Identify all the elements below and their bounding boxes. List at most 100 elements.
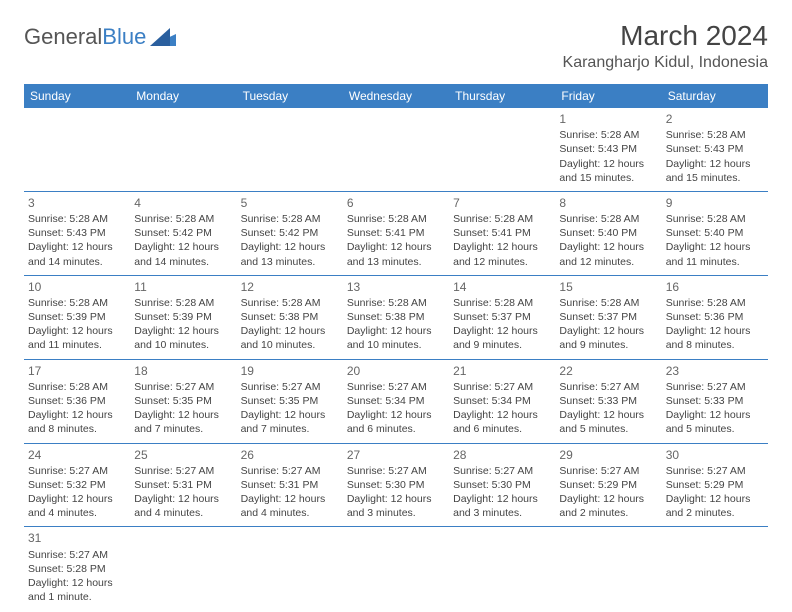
calendar-day-cell: 22Sunrise: 5:27 AMSunset: 5:33 PMDayligh… xyxy=(555,359,661,443)
calendar-day-cell: 15Sunrise: 5:28 AMSunset: 5:37 PMDayligh… xyxy=(555,275,661,359)
logo-text-b: Blue xyxy=(102,24,146,50)
sunrise-text: Sunrise: 5:28 AM xyxy=(666,128,764,142)
day-number: 14 xyxy=(453,279,551,295)
logo-flag-icon xyxy=(150,28,176,46)
daylight-text: and 3 minutes. xyxy=(453,506,551,520)
sunrise-text: Sunrise: 5:27 AM xyxy=(453,380,551,394)
sunrise-text: Sunrise: 5:27 AM xyxy=(28,464,126,478)
daylight-text: and 15 minutes. xyxy=(559,171,657,185)
sunset-text: Sunset: 5:40 PM xyxy=(666,226,764,240)
sunrise-text: Sunrise: 5:27 AM xyxy=(241,380,339,394)
calendar-day-cell: 24Sunrise: 5:27 AMSunset: 5:32 PMDayligh… xyxy=(24,443,130,527)
daylight-text: and 6 minutes. xyxy=(347,422,445,436)
sunrise-text: Sunrise: 5:28 AM xyxy=(559,296,657,310)
sunset-text: Sunset: 5:43 PM xyxy=(559,142,657,156)
sunrise-text: Sunrise: 5:27 AM xyxy=(347,380,445,394)
sunrise-text: Sunrise: 5:27 AM xyxy=(559,380,657,394)
calendar-empty-cell xyxy=(343,527,449,610)
daylight-text: Daylight: 12 hours xyxy=(134,408,232,422)
daylight-text: Daylight: 12 hours xyxy=(28,576,126,590)
sunset-text: Sunset: 5:31 PM xyxy=(134,478,232,492)
sunrise-text: Sunrise: 5:28 AM xyxy=(347,296,445,310)
calendar-day-cell: 9Sunrise: 5:28 AMSunset: 5:40 PMDaylight… xyxy=(662,191,768,275)
sunset-text: Sunset: 5:29 PM xyxy=(559,478,657,492)
calendar-day-cell: 29Sunrise: 5:27 AMSunset: 5:29 PMDayligh… xyxy=(555,443,661,527)
daylight-text: Daylight: 12 hours xyxy=(241,324,339,338)
sunrise-text: Sunrise: 5:28 AM xyxy=(241,296,339,310)
day-number: 9 xyxy=(666,195,764,211)
sunrise-text: Sunrise: 5:28 AM xyxy=(241,212,339,226)
sunrise-text: Sunrise: 5:27 AM xyxy=(453,464,551,478)
sunrise-text: Sunrise: 5:28 AM xyxy=(28,212,126,226)
sunrise-text: Sunrise: 5:28 AM xyxy=(666,296,764,310)
calendar-week-row: 3Sunrise: 5:28 AMSunset: 5:43 PMDaylight… xyxy=(24,191,768,275)
sunset-text: Sunset: 5:42 PM xyxy=(241,226,339,240)
day-number: 15 xyxy=(559,279,657,295)
daylight-text: and 4 minutes. xyxy=(28,506,126,520)
sunset-text: Sunset: 5:39 PM xyxy=(134,310,232,324)
day-number: 8 xyxy=(559,195,657,211)
sunrise-text: Sunrise: 5:27 AM xyxy=(241,464,339,478)
calendar-day-cell: 12Sunrise: 5:28 AMSunset: 5:38 PMDayligh… xyxy=(237,275,343,359)
title-block: March 2024 Karangharjo Kidul, Indonesia xyxy=(563,20,768,72)
daylight-text: and 3 minutes. xyxy=(347,506,445,520)
sunset-text: Sunset: 5:31 PM xyxy=(241,478,339,492)
calendar-body: 1Sunrise: 5:28 AMSunset: 5:43 PMDaylight… xyxy=(24,108,768,610)
daylight-text: Daylight: 12 hours xyxy=(453,492,551,506)
calendar-day-cell: 6Sunrise: 5:28 AMSunset: 5:41 PMDaylight… xyxy=(343,191,449,275)
weekday-header: Thursday xyxy=(449,84,555,108)
day-number: 25 xyxy=(134,447,232,463)
daylight-text: Daylight: 12 hours xyxy=(28,492,126,506)
day-number: 27 xyxy=(347,447,445,463)
daylight-text: and 9 minutes. xyxy=(453,338,551,352)
sunset-text: Sunset: 5:41 PM xyxy=(453,226,551,240)
day-number: 31 xyxy=(28,530,126,546)
sunrise-text: Sunrise: 5:28 AM xyxy=(134,212,232,226)
calendar-week-row: 17Sunrise: 5:28 AMSunset: 5:36 PMDayligh… xyxy=(24,359,768,443)
day-number: 1 xyxy=(559,111,657,127)
daylight-text: and 10 minutes. xyxy=(134,338,232,352)
sunrise-text: Sunrise: 5:27 AM xyxy=(559,464,657,478)
daylight-text: and 15 minutes. xyxy=(666,171,764,185)
daylight-text: Daylight: 12 hours xyxy=(453,408,551,422)
daylight-text: and 5 minutes. xyxy=(666,422,764,436)
calendar-day-cell: 8Sunrise: 5:28 AMSunset: 5:40 PMDaylight… xyxy=(555,191,661,275)
daylight-text: Daylight: 12 hours xyxy=(559,408,657,422)
day-number: 26 xyxy=(241,447,339,463)
sunset-text: Sunset: 5:36 PM xyxy=(28,394,126,408)
weekday-row: SundayMondayTuesdayWednesdayThursdayFrid… xyxy=(24,84,768,108)
calendar-day-cell: 7Sunrise: 5:28 AMSunset: 5:41 PMDaylight… xyxy=(449,191,555,275)
sunrise-text: Sunrise: 5:27 AM xyxy=(134,380,232,394)
sunset-text: Sunset: 5:39 PM xyxy=(28,310,126,324)
daylight-text: and 13 minutes. xyxy=(347,255,445,269)
sunrise-text: Sunrise: 5:28 AM xyxy=(559,128,657,142)
calendar-week-row: 24Sunrise: 5:27 AMSunset: 5:32 PMDayligh… xyxy=(24,443,768,527)
daylight-text: Daylight: 12 hours xyxy=(559,492,657,506)
sunset-text: Sunset: 5:32 PM xyxy=(28,478,126,492)
daylight-text: Daylight: 12 hours xyxy=(666,324,764,338)
sunset-text: Sunset: 5:42 PM xyxy=(134,226,232,240)
daylight-text: and 4 minutes. xyxy=(241,506,339,520)
daylight-text: Daylight: 12 hours xyxy=(241,492,339,506)
daylight-text: and 14 minutes. xyxy=(134,255,232,269)
calendar-empty-cell xyxy=(449,108,555,191)
daylight-text: and 2 minutes. xyxy=(666,506,764,520)
sunrise-text: Sunrise: 5:28 AM xyxy=(347,212,445,226)
calendar-empty-cell xyxy=(449,527,555,610)
sunrise-text: Sunrise: 5:28 AM xyxy=(134,296,232,310)
sunset-text: Sunset: 5:37 PM xyxy=(453,310,551,324)
sunrise-text: Sunrise: 5:28 AM xyxy=(559,212,657,226)
calendar-day-cell: 20Sunrise: 5:27 AMSunset: 5:34 PMDayligh… xyxy=(343,359,449,443)
day-number: 6 xyxy=(347,195,445,211)
sunset-text: Sunset: 5:36 PM xyxy=(666,310,764,324)
sunset-text: Sunset: 5:43 PM xyxy=(666,142,764,156)
sunset-text: Sunset: 5:35 PM xyxy=(241,394,339,408)
calendar-day-cell: 25Sunrise: 5:27 AMSunset: 5:31 PMDayligh… xyxy=(130,443,236,527)
sunset-text: Sunset: 5:33 PM xyxy=(666,394,764,408)
weekday-header: Tuesday xyxy=(237,84,343,108)
day-number: 5 xyxy=(241,195,339,211)
weekday-header: Wednesday xyxy=(343,84,449,108)
sunrise-text: Sunrise: 5:28 AM xyxy=(666,212,764,226)
daylight-text: and 11 minutes. xyxy=(666,255,764,269)
sunset-text: Sunset: 5:41 PM xyxy=(347,226,445,240)
